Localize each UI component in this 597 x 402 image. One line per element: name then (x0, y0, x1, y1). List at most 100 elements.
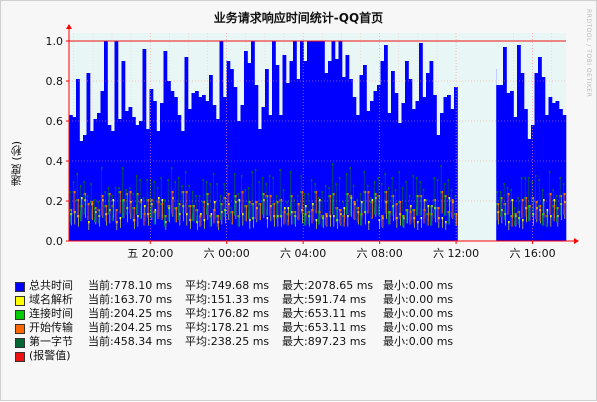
tick-connect (251, 203, 253, 221)
tick-first-byte (307, 193, 309, 215)
legend-swatch-first-byte (15, 338, 25, 348)
tick-first-byte (318, 197, 319, 217)
tick-transfer (169, 205, 170, 222)
tick-first-byte (164, 199, 165, 218)
bar-total-time (275, 65, 280, 241)
tick-connect (199, 215, 200, 227)
tick-transfer (225, 197, 226, 217)
tick-transfer (148, 199, 149, 218)
tick-connect (290, 195, 291, 216)
tick-dns (109, 209, 111, 224)
bar-total-time (307, 41, 311, 241)
bar-total-time (142, 49, 147, 241)
tick-dns (316, 219, 317, 229)
tick-transfer (529, 205, 531, 222)
bar-total-time (254, 85, 259, 241)
tick-first-byte (507, 187, 508, 212)
tick-transfer (414, 209, 415, 224)
tick-first-byte (437, 179, 438, 207)
bar-total-time (125, 111, 129, 241)
tick-first-byte (391, 177, 393, 206)
bar-total-time (384, 45, 388, 241)
bar-total-time (265, 69, 269, 241)
y-tick-label: 0.2 (46, 195, 64, 208)
tick-first-byte (332, 163, 333, 199)
tick-connect (202, 201, 204, 219)
bar-total-time (223, 97, 227, 241)
tick-first-byte (150, 179, 151, 207)
bar-total-time (541, 77, 546, 241)
legend-max-connect: 最大:653.11 ms (282, 307, 367, 320)
tick-first-byte (227, 165, 228, 200)
tick-transfer (501, 197, 503, 217)
legend-swatch-alarm (15, 352, 25, 362)
legend-current-transfer: 当前:204.25 ms (88, 321, 173, 334)
tick-transfer (74, 191, 76, 214)
tick-transfer (200, 215, 202, 227)
tick-transfer (235, 195, 237, 216)
tick-first-byte (395, 189, 396, 213)
tick-first-byte (90, 183, 92, 210)
tick-transfer (340, 209, 342, 224)
tick-connect (433, 199, 435, 218)
bar-total-time (83, 135, 87, 241)
tick-transfer (323, 215, 324, 227)
tick-first-byte (118, 187, 120, 212)
tick-connect (76, 199, 78, 218)
tick-transfer (561, 195, 562, 216)
tick-first-byte (80, 185, 81, 211)
x-tick-label: 六 08:00 (357, 247, 403, 260)
tick-dns (445, 221, 447, 230)
tick-dns (78, 215, 79, 227)
tick-connect (437, 207, 438, 223)
tick-transfer (431, 213, 433, 226)
bar-total-time (289, 61, 294, 241)
tick-transfer (130, 191, 132, 214)
tick-dns (137, 215, 139, 227)
tick-first-byte (234, 173, 235, 204)
tick-transfer (144, 213, 146, 226)
tick-dns (116, 221, 118, 230)
tick-transfer (155, 211, 156, 225)
bar-total-time (93, 119, 98, 241)
tick-dns (512, 199, 513, 218)
bar-total-time (559, 109, 563, 241)
bar-total-time (405, 61, 409, 241)
bar-total-time (261, 107, 266, 241)
tick-first-byte (363, 171, 365, 203)
tick-transfer (337, 207, 338, 223)
tick-connect (150, 199, 151, 218)
y-axis-arrow (66, 24, 72, 29)
bar-total-time (118, 119, 122, 241)
tick-connect (521, 199, 522, 218)
tick-first-byte (171, 167, 172, 201)
tick-first-byte (419, 181, 421, 208)
tick-transfer (270, 195, 272, 216)
tick-first-byte (346, 173, 347, 204)
tick-transfer (274, 203, 275, 221)
legend-max-transfer: 最大:653.11 ms (282, 321, 367, 334)
tick-first-byte (153, 181, 155, 208)
bar-total-time (380, 61, 385, 241)
tick-transfer (109, 193, 111, 215)
bar-total-time (433, 95, 437, 241)
tick-dns (253, 217, 254, 228)
tick-transfer (88, 203, 90, 221)
tick-transfer (309, 211, 310, 225)
tick-transfer (256, 201, 258, 219)
tick-connect (440, 191, 442, 214)
tick-transfer (526, 197, 527, 217)
bar-total-time (342, 77, 346, 241)
tick-first-byte (241, 175, 242, 205)
tick-connect (409, 211, 410, 225)
bar-total-time (545, 115, 549, 241)
tick-first-byte (360, 193, 361, 215)
tick-connect (346, 193, 347, 215)
bar-total-time (132, 117, 136, 241)
tick-transfer (179, 203, 181, 221)
tick-connect (349, 195, 351, 216)
tick-first-byte (83, 181, 85, 208)
tick-transfer (344, 215, 345, 227)
tick-first-byte (97, 201, 99, 219)
tick-first-byte (398, 171, 400, 203)
